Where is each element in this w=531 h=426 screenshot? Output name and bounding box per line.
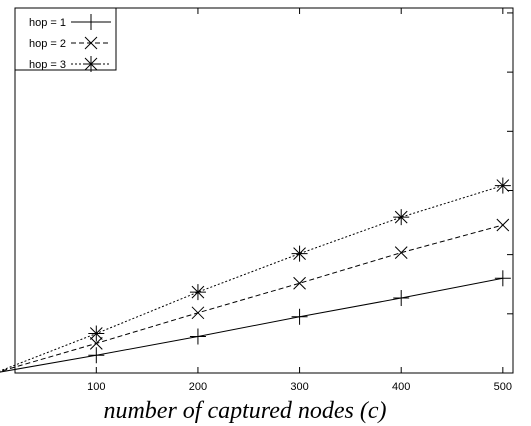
- series-line-2: [0, 224, 503, 372]
- legend-marker-2: [84, 36, 98, 50]
- data-point-2: [496, 218, 510, 232]
- data-point-2: [191, 306, 205, 320]
- series-line-3: [0, 185, 503, 372]
- x-tick-label: 200: [189, 381, 207, 393]
- series-line-1: [0, 277, 503, 373]
- legend-marker-3-stroke: [84, 57, 98, 71]
- legend-marker-2-stroke: [84, 36, 98, 50]
- y-axis: [507, 12, 513, 374]
- legend-marker-1: [83, 14, 99, 30]
- data-point-1: [393, 290, 410, 307]
- x-tick-label: 300: [290, 381, 308, 393]
- data-point-2-stroke: [394, 246, 408, 260]
- data-point-2-stroke: [89, 337, 103, 350]
- data-point-3-stroke: [89, 327, 103, 340]
- data-point-2: [293, 276, 306, 290]
- legend-box: [14, 7, 117, 71]
- data-point-3-stroke: [293, 247, 306, 260]
- data-point-1: [291, 308, 308, 325]
- data-point-3-stroke: [394, 210, 408, 224]
- data-point-3: [189, 284, 206, 301]
- x-tick-label: 400: [392, 381, 410, 393]
- data-point-1: [88, 347, 105, 364]
- data-point-3: [291, 245, 308, 262]
- legend-label-1: hop = 1: [29, 17, 66, 29]
- data-point-2-stroke: [293, 276, 306, 290]
- data-point-3: [494, 177, 511, 194]
- x-axis-label: number of captured nodes (c): [103, 398, 386, 424]
- x-tick-label: 100: [87, 381, 105, 393]
- data-point-3-stroke: [191, 285, 205, 299]
- data-point-3-stroke: [496, 179, 510, 192]
- data-point-2: [394, 246, 408, 260]
- data-point-3: [88, 325, 105, 342]
- x-tick-label: 500: [494, 381, 512, 393]
- series-layer: [0, 177, 511, 373]
- data-point-1: [189, 328, 206, 345]
- legend-label-3: hop = 3: [29, 59, 66, 71]
- data-point-2-stroke: [496, 218, 510, 232]
- legend: hop = 1 hop = 2 hop = 3: [14, 7, 117, 72]
- x-axis: 100 200 300 400 500: [87, 8, 512, 393]
- data-point-2-stroke: [191, 306, 205, 320]
- legend-label-2: hop = 2: [29, 38, 66, 50]
- data-point-3: [393, 209, 410, 226]
- data-point-1: [494, 270, 511, 287]
- data-point-2: [89, 337, 103, 350]
- legend-marker-3: [83, 56, 99, 72]
